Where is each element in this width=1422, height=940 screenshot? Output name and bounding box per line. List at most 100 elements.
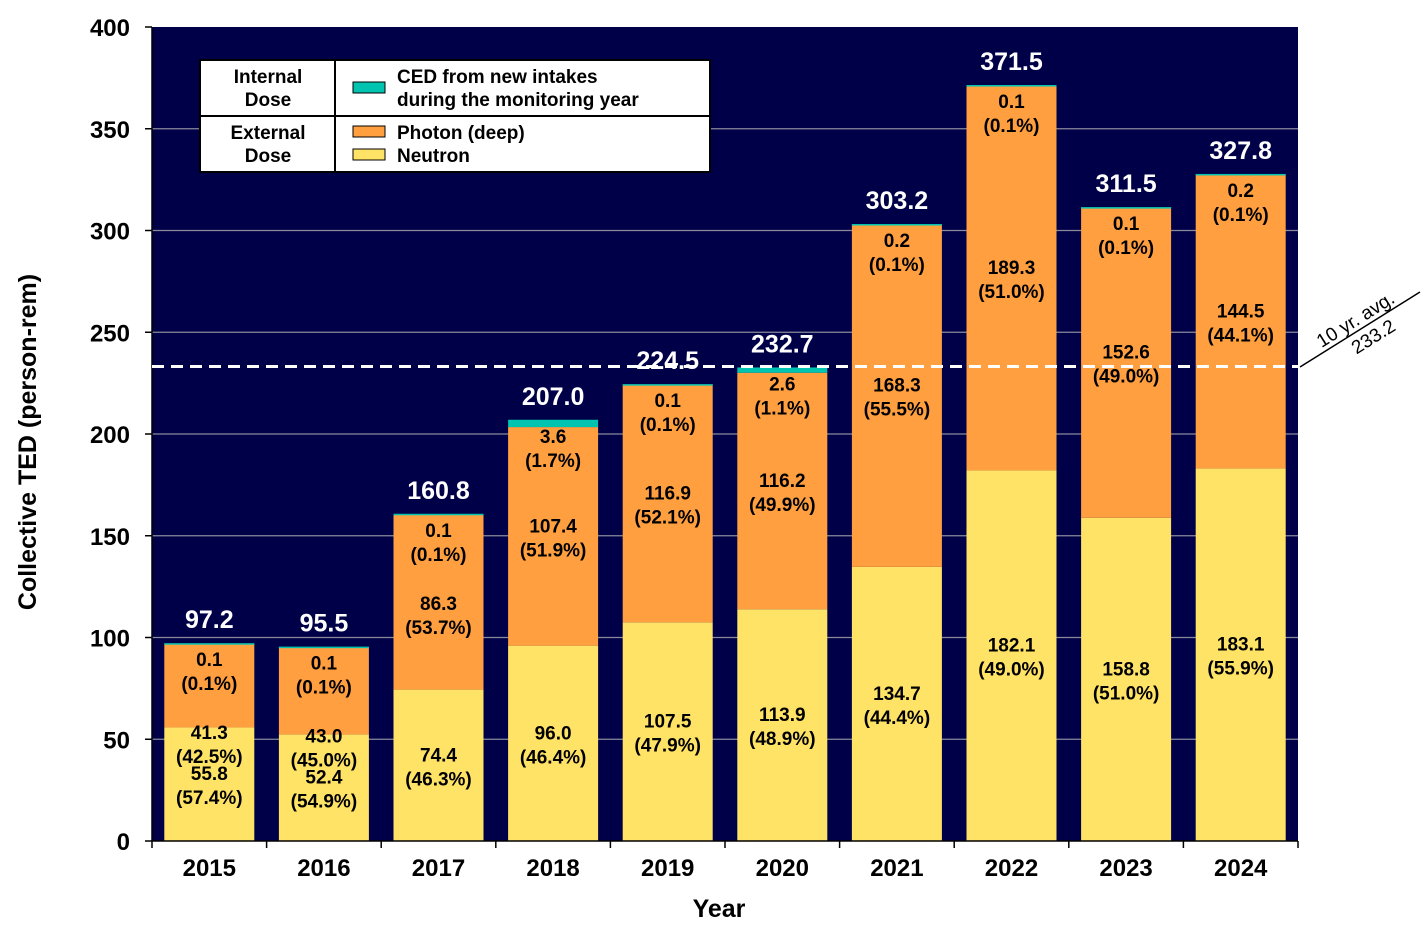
bar-ced [508, 419, 599, 428]
x-tick-label: 2024 [1214, 855, 1268, 882]
photon-percent-label: (55.5%) [864, 400, 931, 421]
average-callout-line [1299, 291, 1421, 368]
photon-value-label: 144.5 [1217, 301, 1265, 322]
neutron-percent-label: (51.0%) [1093, 683, 1160, 704]
legend-swatch-photon [352, 125, 386, 138]
total-label: 224.5 [636, 347, 699, 375]
bar-photon [393, 513, 484, 690]
total-label: 303.2 [866, 187, 929, 215]
bar-neutron [851, 566, 942, 841]
legend-ced-label: CED from new intakes [397, 67, 598, 88]
bar-neutron [1081, 517, 1172, 841]
bar-photon [1195, 174, 1286, 469]
total-label: 97.2 [185, 606, 234, 634]
y-tick-label: 0 [117, 829, 130, 856]
total-label: 371.5 [980, 48, 1043, 76]
ced-percent-label: (0.1%) [984, 116, 1040, 137]
neutron-percent-label: (46.4%) [520, 747, 587, 768]
x-tick-label: 2022 [985, 855, 1038, 882]
y-tick-label: 150 [90, 524, 130, 551]
photon-value-label: 189.3 [988, 258, 1036, 279]
bar-neutron [966, 470, 1057, 841]
x-tick-label: 2021 [870, 855, 923, 882]
ced-percent-label: (1.7%) [525, 451, 581, 472]
y-tick-label: 200 [90, 422, 130, 449]
photon-value-label: 43.0 [305, 727, 342, 748]
x-tick-label: 2018 [526, 855, 579, 882]
photon-percent-label: (51.9%) [520, 540, 587, 561]
ced-percent-label: (0.1%) [1098, 238, 1154, 259]
neutron-value-label: 96.0 [535, 723, 572, 744]
neutron-percent-label: (57.4%) [176, 788, 243, 809]
neutron-value-label: 183.1 [1217, 635, 1265, 656]
x-tick-label: 2019 [641, 855, 694, 882]
neutron-value-label: 107.5 [644, 712, 692, 733]
legend-external-label: External [231, 123, 306, 144]
ced-percent-label: (0.1%) [181, 674, 237, 695]
x-tick-label: 2023 [1099, 855, 1152, 882]
bar-neutron [622, 622, 713, 841]
ced-percent-label: (0.1%) [869, 255, 925, 276]
ced-value-label: 0.1 [998, 92, 1025, 113]
photon-percent-label: (53.7%) [405, 618, 472, 639]
photon-percent-label: (51.0%) [978, 282, 1045, 303]
legend-internal-label-2: Dose [245, 90, 291, 111]
photon-value-label: 41.3 [191, 723, 228, 744]
total-label: 160.8 [407, 477, 470, 505]
neutron-value-label: 113.9 [759, 705, 806, 726]
legend-swatch-ced [352, 81, 386, 94]
neutron-percent-label: (49.0%) [978, 660, 1045, 681]
bar-photon [508, 427, 599, 646]
bar-ced [737, 367, 828, 373]
neutron-value-label: 55.8 [191, 764, 228, 785]
ced-value-label: 0.1 [1113, 214, 1140, 235]
ced-value-label: 0.2 [884, 231, 910, 252]
bar-neutron [278, 734, 369, 841]
bar-ced [622, 384, 713, 386]
ced-value-label: 0.2 [1227, 181, 1253, 202]
neutron-value-label: 158.8 [1102, 659, 1150, 680]
bar-photon [737, 372, 828, 610]
neutron-percent-label: (47.9%) [634, 736, 701, 757]
photon-value-label: 152.6 [1102, 343, 1150, 364]
photon-percent-label: (49.9%) [749, 495, 816, 516]
legend-swatch-neutron [352, 148, 386, 161]
legend-neutron-label: Neutron [397, 146, 470, 167]
y-tick-label: 100 [90, 626, 130, 653]
total-label: 95.5 [300, 610, 349, 638]
bar-neutron [508, 645, 599, 841]
photon-value-label: 86.3 [420, 594, 457, 615]
total-label: 232.7 [751, 330, 814, 358]
x-axis-title: Year [693, 895, 746, 923]
total-label: 207.0 [522, 383, 585, 411]
legend-internal-label: Internal [234, 67, 303, 88]
bar-neutron [393, 689, 484, 841]
ced-value-label: 0.1 [311, 654, 338, 675]
bar-neutron [164, 727, 255, 841]
bar-ced [966, 84, 1057, 87]
bar-ced [1081, 207, 1172, 209]
bar-photon [1081, 207, 1172, 518]
y-tick-label: 400 [90, 15, 130, 42]
bar-photon [164, 643, 255, 728]
y-tick-label: 350 [90, 117, 130, 144]
neutron-percent-label: (55.9%) [1207, 659, 1274, 680]
neutron-percent-label: (46.3%) [405, 769, 472, 790]
neutron-percent-label: (44.4%) [864, 708, 931, 729]
neutron-value-label: 52.4 [305, 768, 342, 789]
photon-value-label: 107.4 [529, 516, 577, 537]
photon-value-label: 116.2 [759, 471, 806, 492]
legend: Internal Dose External Dose CED from new… [199, 59, 711, 173]
neutron-percent-label: (54.9%) [291, 792, 358, 813]
bar-ced [278, 646, 369, 649]
ced-value-label: 0.1 [425, 521, 452, 542]
photon-value-label: 116.9 [644, 483, 691, 504]
y-tick-label: 50 [103, 727, 130, 754]
bar-photon [851, 224, 942, 567]
legend-ced-label-2: during the monitoring year [397, 90, 639, 111]
ced-value-label: 2.6 [769, 374, 795, 395]
legend-photon-label: Photon (deep) [397, 123, 525, 144]
bar-photon [622, 384, 713, 623]
ced-percent-label: (1.1%) [754, 398, 810, 419]
